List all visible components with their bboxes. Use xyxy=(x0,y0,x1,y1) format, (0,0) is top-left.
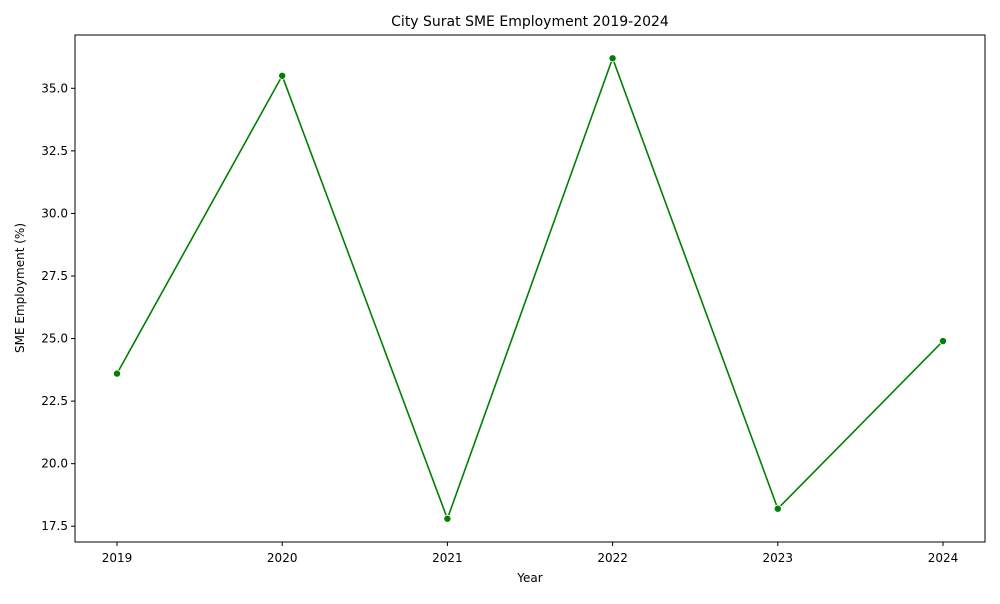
x-tick-label: 2023 xyxy=(763,551,794,565)
y-tick-label: 35.0 xyxy=(41,81,68,95)
x-tick-label: 2019 xyxy=(102,551,133,565)
y-tick-label: 32.5 xyxy=(41,144,68,158)
x-axis-label: Year xyxy=(516,571,542,585)
x-tick-label: 2021 xyxy=(432,551,463,565)
y-tick-label: 20.0 xyxy=(41,457,68,471)
x-tick-label: 2022 xyxy=(597,551,628,565)
series-layer xyxy=(113,54,948,523)
y-tick-label: 27.5 xyxy=(41,269,68,283)
data-point xyxy=(608,54,617,63)
data-point xyxy=(278,71,287,80)
series-line xyxy=(116,55,944,522)
x-axis: 2019 2020 2021 2022 2023 2024 xyxy=(102,542,959,565)
x-tick-label: 2020 xyxy=(267,551,298,565)
chart-title: City Surat SME Employment 2019-2024 xyxy=(391,14,669,30)
data-point xyxy=(113,369,122,378)
y-tick-label: 22.5 xyxy=(41,394,68,408)
data-point xyxy=(939,337,948,346)
plot-area: 17.5 20.0 22.5 25.0 27.5 30.0 32.5 35.0 2019 202… xyxy=(41,34,986,565)
data-point xyxy=(443,514,452,523)
y-tick-label: 25.0 xyxy=(41,332,68,346)
data-point xyxy=(773,504,782,513)
x-tick-label: 2024 xyxy=(928,551,959,565)
y-axis-label: SME Employment (%) xyxy=(13,223,27,353)
axes-frame xyxy=(74,34,986,543)
y-tick-label: 17.5 xyxy=(41,519,68,533)
y-axis: 17.5 20.0 22.5 25.0 27.5 30.0 32.5 35.0 xyxy=(41,81,75,533)
y-tick-label: 30.0 xyxy=(41,206,68,220)
